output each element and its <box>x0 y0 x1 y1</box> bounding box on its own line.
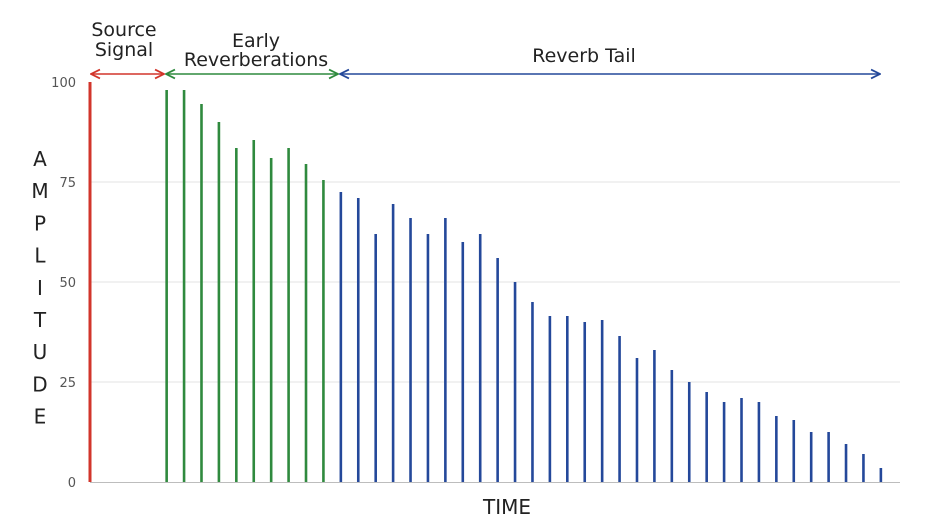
y-axis-label-letter: U <box>33 340 48 364</box>
bar <box>879 468 883 482</box>
bar <box>287 148 290 482</box>
bar <box>426 234 430 482</box>
bar <box>374 234 377 482</box>
bar <box>757 402 761 482</box>
bar <box>862 454 865 482</box>
bars <box>88 82 883 482</box>
y-axis-label-letter: T <box>33 308 47 332</box>
y-tick-label: 75 <box>59 176 76 191</box>
bar <box>235 148 238 482</box>
bar <box>618 336 621 482</box>
bar <box>88 82 92 482</box>
bar <box>583 322 587 482</box>
bar <box>269 158 273 482</box>
y-tick-label: 25 <box>59 376 76 391</box>
bar <box>391 204 395 482</box>
bar <box>827 432 830 482</box>
segment-label: Signal <box>95 39 153 61</box>
bar <box>844 444 848 482</box>
bar <box>444 218 447 482</box>
y-axis-label-letter: L <box>34 244 46 268</box>
y-axis-label-letter: M <box>31 179 48 203</box>
y-tick-labels: 0 25 50 75 100 <box>51 76 76 491</box>
bar <box>356 198 360 482</box>
bar <box>217 122 221 482</box>
bar <box>409 218 412 482</box>
y-tick-label: 50 <box>59 276 76 291</box>
bar <box>496 258 499 482</box>
y-tick-label: 0 <box>68 476 76 491</box>
bar <box>600 320 604 482</box>
bar <box>548 316 552 482</box>
y-tick-label: 100 <box>51 76 76 91</box>
y-axis-label-letter: D <box>32 372 47 396</box>
bar <box>809 432 813 482</box>
bar <box>461 242 465 482</box>
segment-label: Early <box>232 30 280 52</box>
bar <box>304 164 308 482</box>
y-axis-label-letter: I <box>37 276 43 300</box>
segment-label: Source <box>91 19 156 41</box>
bar <box>513 282 517 482</box>
bar <box>775 416 778 482</box>
bar <box>322 180 325 482</box>
y-axis-label-letter: E <box>34 405 47 429</box>
bar <box>670 370 674 482</box>
bar <box>722 402 726 482</box>
bar <box>792 420 796 482</box>
gridlines <box>90 181 900 383</box>
bar <box>182 90 186 482</box>
bar <box>566 316 569 482</box>
bar <box>165 90 168 482</box>
bar <box>531 302 534 482</box>
bar <box>705 392 708 482</box>
bar <box>252 140 256 482</box>
y-axis-label-letter: P <box>34 211 46 235</box>
bar <box>200 104 203 482</box>
y-axis-label-letter: A <box>33 147 47 171</box>
bar <box>339 192 343 482</box>
x-axis-label: TIME <box>482 495 531 519</box>
bar <box>687 382 691 482</box>
segment-label: Reverb Tail <box>532 45 636 67</box>
bar <box>740 398 743 482</box>
bar <box>653 350 656 482</box>
bar <box>478 234 482 482</box>
bar <box>635 358 639 482</box>
segment-label: Reverberations <box>184 49 328 71</box>
